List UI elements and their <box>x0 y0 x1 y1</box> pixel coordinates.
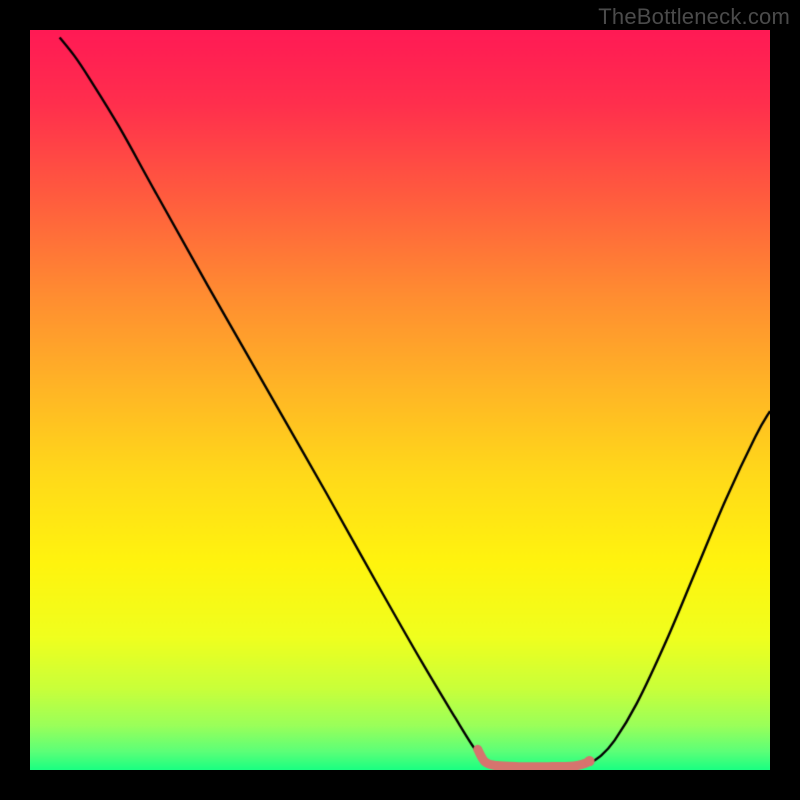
plot-area <box>30 30 770 770</box>
chart-stage: TheBottleneck.com <box>0 0 800 800</box>
watermark-text: TheBottleneck.com <box>598 4 790 30</box>
bottleneck-curve-canvas <box>30 30 770 770</box>
